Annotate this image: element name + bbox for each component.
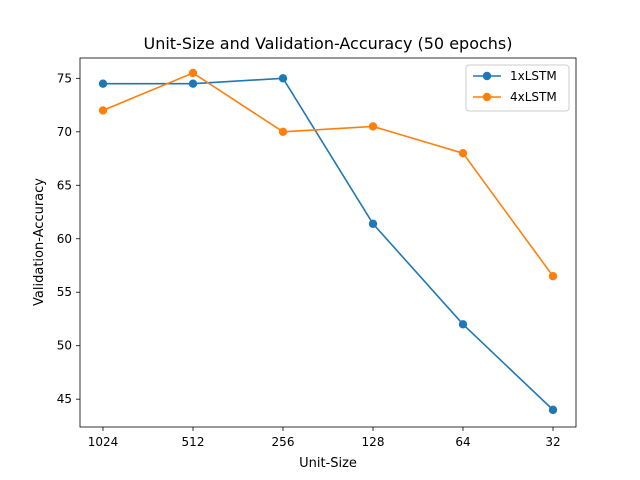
data-point [278,74,288,83]
x-tick-label: 128 [362,435,385,449]
y-tick-label: 55 [57,285,72,299]
y-tick-label: 75 [57,71,72,85]
y-tick-label: 60 [57,232,72,246]
data-point [278,127,288,136]
data-point [98,106,108,115]
plot-area [79,57,577,428]
y-tick-label: 70 [57,125,72,139]
x-axis: 1024 512 256 128 64 32 [88,427,561,449]
legend-item: 4xLSTM [473,90,557,104]
x-tick-label: 32 [545,435,560,449]
data-point [188,79,198,88]
x-tick-label: 1024 [88,435,119,449]
data-point [548,271,558,281]
data-point [548,405,558,415]
chart-title: Unit-Size and Validation-Accuracy (50 ep… [143,34,512,53]
x-tick-label: 256 [272,435,295,449]
y-tick-label: 50 [57,339,72,353]
x-tick-label: 64 [455,435,470,449]
series-line [103,77,554,411]
data-point [458,320,468,329]
data-point [368,219,378,228]
data-point [458,148,468,158]
y-axis: 45 50 55 60 65 70 75 [57,71,80,406]
legend: 1xLSTM 4xLSTM [465,64,570,112]
legend-marker [482,71,492,81]
series-line [102,72,554,277]
y-axis-label: Validation-Accuracy [32,178,47,306]
legend-marker [482,92,492,102]
series-1xLSTM [98,74,558,415]
x-tick-label: 512 [182,435,205,449]
y-tick-label: 45 [57,392,72,406]
data-point [98,79,108,88]
x-axis-label: Unit-Size [299,456,357,471]
legend-item: 1xLSTM [473,69,557,83]
data-point [188,68,198,78]
legend-label: 4xLSTM [510,90,557,104]
legend-label: 1xLSTM [510,69,557,83]
data-point [368,122,378,131]
y-tick-label: 65 [57,178,72,192]
series-layer [98,68,558,415]
series-4xLSTM [98,68,558,281]
